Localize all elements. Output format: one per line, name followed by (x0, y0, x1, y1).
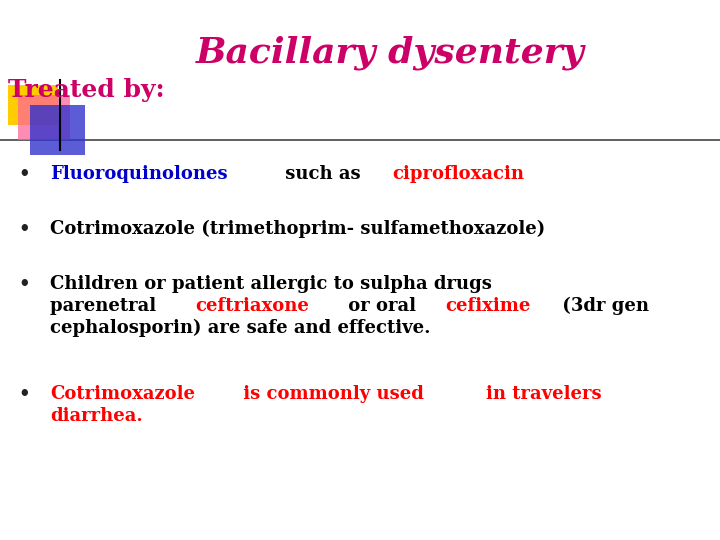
Text: parenetral: parenetral (50, 297, 163, 315)
Bar (18, 95, 70, 140)
Bar (30, 105, 85, 155)
Text: ceftriaxone: ceftriaxone (195, 297, 309, 315)
Text: Fluoroquinolones: Fluoroquinolones (50, 165, 228, 183)
Text: such as: such as (279, 165, 367, 183)
Text: •: • (18, 385, 30, 403)
Bar (8, 85, 58, 125)
Text: Cotrimoxazole (trimethoprim- sulfamethoxazole): Cotrimoxazole (trimethoprim- sulfamethox… (50, 220, 545, 238)
Text: Bacillary dysentery: Bacillary dysentery (196, 35, 585, 70)
Text: ciprofloxacin: ciprofloxacin (392, 165, 525, 183)
Text: diarrhea.: diarrhea. (50, 407, 143, 425)
Text: cefixime: cefixime (446, 297, 531, 315)
Text: is commonly used: is commonly used (237, 385, 431, 403)
Text: Cotrimoxazole: Cotrimoxazole (50, 385, 195, 403)
Text: •: • (18, 275, 30, 293)
Text: •: • (18, 220, 30, 238)
Text: cephalosporin) are safe and effective.: cephalosporin) are safe and effective. (50, 319, 431, 338)
Text: or oral: or oral (342, 297, 422, 315)
Text: (3dr gen: (3dr gen (556, 297, 649, 315)
Text: •: • (18, 165, 30, 183)
Text: in travelers: in travelers (486, 385, 602, 403)
Text: Children or patient allergic to sulpha drugs: Children or patient allergic to sulpha d… (50, 275, 492, 293)
Text: Treated by:: Treated by: (8, 78, 165, 102)
